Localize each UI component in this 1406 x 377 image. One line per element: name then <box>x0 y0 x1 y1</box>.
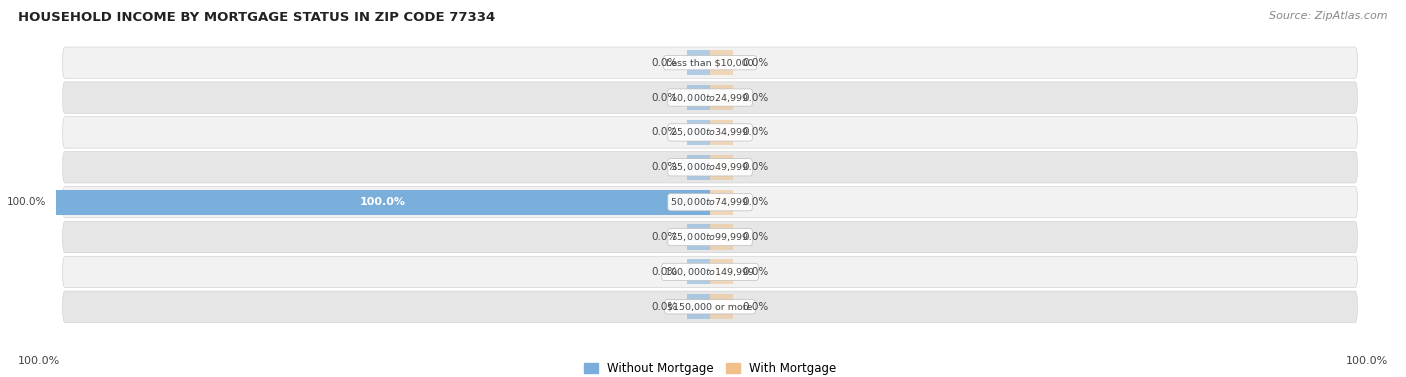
FancyBboxPatch shape <box>63 117 1357 148</box>
Text: 0.0%: 0.0% <box>742 302 769 312</box>
Text: 0.0%: 0.0% <box>651 92 678 103</box>
Bar <box>710 50 733 75</box>
Text: 100.0%: 100.0% <box>1346 356 1388 366</box>
Bar <box>710 120 733 145</box>
Text: $150,000 or more: $150,000 or more <box>668 302 752 311</box>
Text: 0.0%: 0.0% <box>651 162 678 172</box>
Text: 100.0%: 100.0% <box>360 197 406 207</box>
FancyBboxPatch shape <box>63 82 1357 113</box>
Text: 0.0%: 0.0% <box>651 302 678 312</box>
Bar <box>688 224 710 250</box>
Text: 100.0%: 100.0% <box>7 197 46 207</box>
Text: $75,000 to $99,999: $75,000 to $99,999 <box>671 231 749 243</box>
Bar <box>688 120 710 145</box>
Bar <box>688 50 710 75</box>
Bar <box>710 155 733 180</box>
Bar <box>710 190 733 215</box>
Text: 0.0%: 0.0% <box>651 58 678 68</box>
Legend: Without Mortgage, With Mortgage: Without Mortgage, With Mortgage <box>579 357 841 377</box>
Text: 0.0%: 0.0% <box>742 127 769 138</box>
Bar <box>688 85 710 110</box>
Bar <box>688 155 710 180</box>
Bar <box>710 224 733 250</box>
Text: $100,000 to $149,999: $100,000 to $149,999 <box>665 266 755 278</box>
Text: 100.0%: 100.0% <box>18 356 60 366</box>
Text: $35,000 to $49,999: $35,000 to $49,999 <box>671 161 749 173</box>
Text: $10,000 to $24,999: $10,000 to $24,999 <box>671 92 749 104</box>
Text: 0.0%: 0.0% <box>742 58 769 68</box>
Text: $50,000 to $74,999: $50,000 to $74,999 <box>671 196 749 208</box>
Bar <box>688 294 710 319</box>
Text: 0.0%: 0.0% <box>742 267 769 277</box>
FancyBboxPatch shape <box>63 47 1357 78</box>
Text: 0.0%: 0.0% <box>742 197 769 207</box>
Bar <box>710 259 733 285</box>
Text: HOUSEHOLD INCOME BY MORTGAGE STATUS IN ZIP CODE 77334: HOUSEHOLD INCOME BY MORTGAGE STATUS IN Z… <box>18 11 495 24</box>
Bar <box>56 190 710 215</box>
Text: 0.0%: 0.0% <box>651 127 678 138</box>
Text: 0.0%: 0.0% <box>651 267 678 277</box>
Text: Less than $10,000: Less than $10,000 <box>666 58 754 67</box>
Text: 0.0%: 0.0% <box>742 92 769 103</box>
FancyBboxPatch shape <box>63 221 1357 253</box>
FancyBboxPatch shape <box>63 187 1357 218</box>
FancyBboxPatch shape <box>63 256 1357 288</box>
Bar <box>710 294 733 319</box>
Text: 0.0%: 0.0% <box>742 232 769 242</box>
Text: 0.0%: 0.0% <box>651 232 678 242</box>
Text: 0.0%: 0.0% <box>742 162 769 172</box>
Bar <box>688 259 710 285</box>
Text: $25,000 to $34,999: $25,000 to $34,999 <box>671 126 749 138</box>
FancyBboxPatch shape <box>63 152 1357 183</box>
FancyBboxPatch shape <box>63 291 1357 322</box>
Bar <box>710 85 733 110</box>
Text: Source: ZipAtlas.com: Source: ZipAtlas.com <box>1270 11 1388 21</box>
